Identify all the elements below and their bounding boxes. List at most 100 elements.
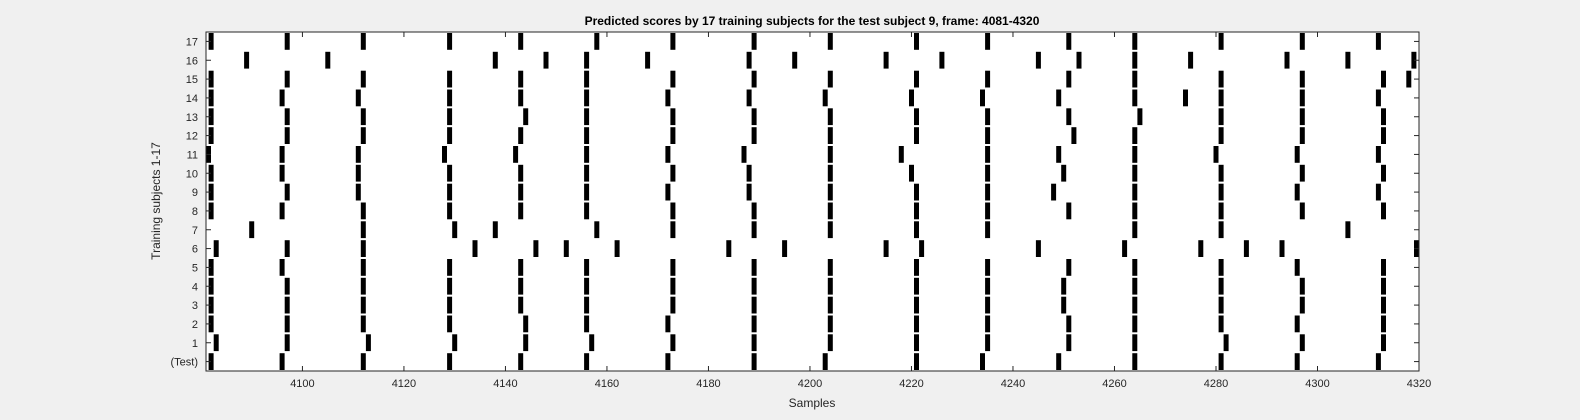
event-mark-row-10-13 [1218, 164, 1224, 182]
event-mark-row-12-9 [914, 127, 919, 144]
event-mark-row-2-0 [208, 315, 214, 333]
y-tick-label-8: 8 [192, 206, 198, 218]
event-mark-row-14-15 [1299, 89, 1305, 107]
event-mark-row-10-3 [447, 164, 453, 182]
event-mark-row-16-7 [792, 51, 798, 69]
event-mark-row-17-2 [360, 33, 366, 50]
event-mark-row-9-11 [1051, 183, 1057, 201]
event-mark-row-4-15 [1381, 277, 1386, 295]
event-mark-row-16-15 [1345, 51, 1351, 69]
event-mark-row-3-0 [208, 296, 214, 314]
event-mark-row-6-0 [213, 240, 219, 257]
event-mark-row-13-6 [670, 108, 676, 126]
event-mark-row-8-10 [985, 202, 991, 220]
event-mark-row-6-5 [563, 240, 569, 257]
event-mark-row-6-11 [1035, 240, 1041, 257]
event-mark-row-17-6 [670, 33, 676, 50]
event-mark-row-4-12 [1132, 277, 1138, 295]
y-tick-label-17: 17 [186, 36, 198, 48]
event-mark-row-5-11 [1066, 259, 1072, 276]
event-mark-row-6-1 [284, 240, 290, 257]
event-mark-row-12-8 [827, 127, 833, 144]
event-mark-row-4-0 [208, 277, 214, 295]
event-mark-row-3-3 [447, 296, 453, 314]
event-mark-row-11-10 [985, 146, 991, 163]
event-mark-row-13-3 [447, 108, 453, 126]
event-mark-row-0-12 [1132, 353, 1138, 370]
event-mark-row-12-12 [1132, 127, 1138, 144]
event-mark-row-14-3 [447, 89, 453, 107]
event-mark-row-6-15 [1279, 240, 1285, 257]
event-mark-row-4-9 [914, 277, 919, 295]
event-mark-row-4-1 [284, 277, 290, 295]
event-mark-row-14-16 [1375, 89, 1381, 107]
event-mark-row-5-7 [751, 259, 757, 276]
event-mark-row-10-9 [909, 164, 914, 182]
event-mark-row-4-13 [1218, 277, 1224, 295]
event-mark-row-9-3 [447, 183, 453, 201]
event-mark-row-17-8 [827, 33, 833, 50]
event-mark-row-17-7 [751, 33, 757, 50]
event-mark-row-10-12 [1132, 164, 1138, 182]
event-mark-row-5-14 [1294, 259, 1300, 276]
event-mark-row-7-11 [1218, 221, 1224, 239]
event-mark-row-0-15 [1375, 353, 1381, 370]
y-tick-label-10: 10 [186, 168, 198, 180]
event-mark-row-17-12 [1132, 33, 1138, 50]
event-mark-row-8-15 [1381, 202, 1386, 220]
event-mark-row-10-2 [355, 164, 361, 182]
y-tick-label-9: 9 [192, 187, 198, 199]
y-tick-label-5: 5 [192, 262, 198, 274]
event-mark-row-10-5 [584, 164, 590, 182]
event-mark-row-10-8 [827, 164, 833, 182]
event-mark-row-5-0 [208, 259, 214, 276]
event-mark-row-0-0 [208, 353, 214, 370]
event-mark-row-11-11 [1056, 146, 1062, 163]
event-mark-row-8-9 [914, 202, 919, 220]
y-tick-label-6: 6 [192, 244, 198, 256]
event-mark-row-16-4 [584, 51, 590, 69]
event-mark-row-17-3 [447, 33, 453, 50]
event-mark-row-15-2 [360, 70, 366, 88]
event-mark-row-2-3 [447, 315, 453, 333]
event-mark-row-13-12 [1137, 108, 1143, 126]
event-mark-row-7-7 [827, 221, 833, 239]
event-mark-row-2-1 [284, 315, 290, 333]
event-mark-row-11-14 [1294, 146, 1300, 163]
event-mark-row-11-9 [898, 146, 904, 163]
event-mark-row-0-8 [822, 353, 828, 370]
event-mark-row-5-15 [1381, 259, 1386, 276]
event-mark-row-17-1 [284, 33, 290, 50]
event-mark-row-11-12 [1132, 146, 1138, 163]
event-mark-row-15-9 [914, 70, 919, 88]
event-mark-row-9-15 [1375, 183, 1381, 201]
event-mark-row-2-13 [1218, 315, 1224, 333]
event-mark-row-8-4 [518, 202, 524, 220]
event-mark-row-5-3 [447, 259, 453, 276]
y-tick-label-13: 13 [186, 112, 198, 124]
event-mark-row-10-1 [279, 164, 285, 182]
event-mark-row-13-10 [985, 108, 991, 126]
event-mark-row-7-10 [1132, 221, 1138, 239]
x-tick-label-2: 4140 [493, 378, 517, 390]
event-mark-row-11-2 [355, 146, 361, 163]
event-mark-row-15-8 [827, 70, 833, 88]
event-mark-row-4-11 [1061, 277, 1067, 295]
event-mark-row-7-9 [985, 221, 991, 239]
x-tick-label-8: 4260 [1102, 378, 1126, 390]
event-mark-row-8-8 [827, 202, 833, 220]
event-mark-row-9-1 [284, 183, 290, 201]
event-mark-row-14-2 [355, 89, 361, 107]
event-mark-row-3-15 [1381, 296, 1386, 314]
event-mark-row-13-13 [1218, 108, 1224, 126]
event-mark-row-14-4 [518, 89, 524, 107]
event-mark-row-6-12 [1122, 240, 1128, 257]
event-mark-row-16-11 [1076, 51, 1082, 69]
event-mark-row-1-2 [365, 334, 371, 352]
event-mark-row-9-2 [355, 183, 361, 201]
event-mark-row-2-2 [360, 315, 366, 333]
x-tick-label-1: 4120 [392, 378, 416, 390]
event-mark-row-11-6 [665, 146, 671, 163]
event-mark-row-1-13 [1223, 334, 1229, 352]
event-mark-row-13-0 [208, 108, 214, 126]
